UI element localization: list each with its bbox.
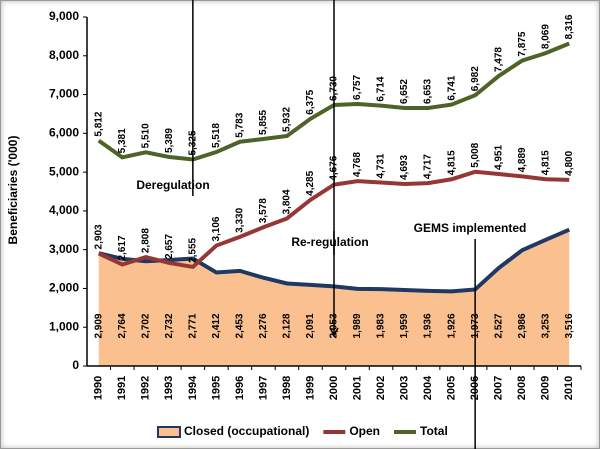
data-label: 2,986 — [517, 313, 528, 338]
x-tick-label: 1998 — [281, 376, 293, 400]
data-label: 2,555 — [187, 237, 198, 262]
data-label: 6,653 — [423, 79, 434, 104]
y-tick-label: 2,000 — [49, 281, 79, 295]
y-tick-label: 5,000 — [49, 164, 79, 178]
data-label: 4,717 — [423, 154, 434, 179]
data-label: 4,951 — [493, 145, 504, 170]
data-label: 6,757 — [352, 75, 363, 100]
legend: Closed (occupational) Open Total — [157, 424, 448, 438]
data-label: 4,285 — [305, 170, 316, 195]
data-label: 2,276 — [258, 313, 269, 338]
data-label: 2,091 — [305, 313, 316, 338]
data-label: 5,812 — [93, 111, 104, 136]
data-label: 2,453 — [235, 313, 246, 338]
data-label: 5,518 — [211, 123, 222, 148]
data-label: 5,389 — [164, 128, 175, 153]
x-tick-label: 1991 — [116, 376, 128, 400]
data-label: 3,578 — [258, 198, 269, 223]
data-label: 4,889 — [517, 147, 528, 172]
x-tick-label: 2004 — [422, 375, 434, 400]
x-tick-label: 1994 — [187, 375, 199, 400]
data-label: 4,800 — [564, 150, 575, 175]
y-tick-label: 4,000 — [49, 203, 79, 217]
y-tick-label: 7,000 — [49, 87, 79, 101]
data-label: 1,959 — [399, 313, 410, 338]
x-tick-label: 2007 — [493, 376, 505, 400]
data-label: 5,783 — [235, 112, 246, 137]
x-tick-label: 1992 — [140, 376, 152, 400]
annotation: Deregulation — [136, 178, 209, 192]
data-label: 6,714 — [376, 76, 387, 101]
x-tick-label: 1993 — [163, 376, 175, 400]
x-tick-label: 2003 — [398, 376, 410, 400]
data-label: 4,731 — [376, 153, 387, 178]
y-tick-label: 9,000 — [49, 9, 79, 23]
data-label: 5,510 — [140, 123, 151, 148]
data-label: 4,815 — [540, 150, 551, 175]
y-tick-label: 0 — [72, 358, 79, 372]
data-label: 2,771 — [187, 313, 198, 338]
y-axis-label: Beneficiaries ('000) — [6, 136, 20, 245]
data-label: 6,982 — [470, 66, 481, 91]
data-label: 2,808 — [140, 228, 151, 253]
data-label: 4,693 — [399, 155, 410, 180]
y-tick-label: 3,000 — [49, 242, 79, 256]
data-label: 2,657 — [164, 234, 175, 259]
data-label: 5,381 — [117, 128, 128, 153]
x-tick-label: 2010 — [563, 376, 575, 400]
data-label: 2,909 — [93, 313, 104, 338]
x-tick-label: 2009 — [540, 376, 552, 400]
data-label: 3,516 — [564, 313, 575, 338]
data-label: 8,316 — [564, 14, 575, 39]
data-label: 5,008 — [470, 142, 481, 167]
data-label: 5,855 — [258, 109, 269, 134]
data-label: 3,253 — [540, 313, 551, 338]
x-tick-label: 1999 — [304, 376, 316, 400]
y-tick-label: 8,000 — [49, 48, 79, 62]
data-label: 4,768 — [352, 152, 363, 177]
x-tick-label: 2008 — [516, 376, 528, 400]
data-label: 6,375 — [305, 89, 316, 114]
annotation: GEMS implemented — [414, 221, 527, 235]
y-tick-label: 1,000 — [49, 319, 79, 333]
data-label: 8,069 — [540, 24, 551, 49]
data-label: 7,478 — [493, 47, 504, 72]
data-label: 2,412 — [211, 313, 222, 338]
data-label: 2,617 — [117, 235, 128, 260]
x-tick-label: 1997 — [257, 376, 269, 400]
annotation: Re-regulation — [291, 235, 368, 249]
data-label: 6,652 — [399, 79, 410, 104]
data-label: 6,741 — [446, 75, 457, 100]
data-label: 7,875 — [517, 31, 528, 56]
x-tick-label: 2000 — [328, 376, 340, 400]
arrow-head — [329, 327, 339, 337]
legend-label: Total — [420, 424, 448, 438]
data-label: 3,106 — [211, 216, 222, 241]
data-label: 5,932 — [282, 107, 293, 132]
x-tick-label: 2002 — [375, 376, 387, 400]
data-label: 2,128 — [282, 313, 293, 338]
data-label: 1,983 — [376, 313, 387, 338]
data-label: 3,330 — [235, 207, 246, 232]
legend-label: Closed (occupational) — [184, 424, 309, 438]
x-tick-label: 2001 — [351, 376, 363, 400]
data-label: 2,732 — [164, 313, 175, 338]
data-label: 1,936 — [423, 313, 434, 338]
data-label: 3,804 — [282, 189, 293, 214]
y-tick-label: 6,000 — [49, 126, 79, 140]
legend-label: Open — [349, 424, 380, 438]
x-tick-label: 1990 — [93, 376, 105, 400]
data-label: 1,989 — [352, 313, 363, 338]
x-tick-label: 2005 — [446, 376, 458, 400]
data-label: 1,926 — [446, 313, 457, 338]
data-label: 2,903 — [93, 224, 104, 249]
x-tick-label: 1996 — [234, 376, 246, 400]
x-tick-label: 1995 — [210, 376, 222, 400]
data-label: 2,702 — [140, 313, 151, 338]
data-label: 2,527 — [493, 313, 504, 338]
data-label: 2,764 — [117, 313, 128, 338]
legend-swatch — [157, 426, 181, 438]
data-label: 4,815 — [446, 150, 457, 175]
